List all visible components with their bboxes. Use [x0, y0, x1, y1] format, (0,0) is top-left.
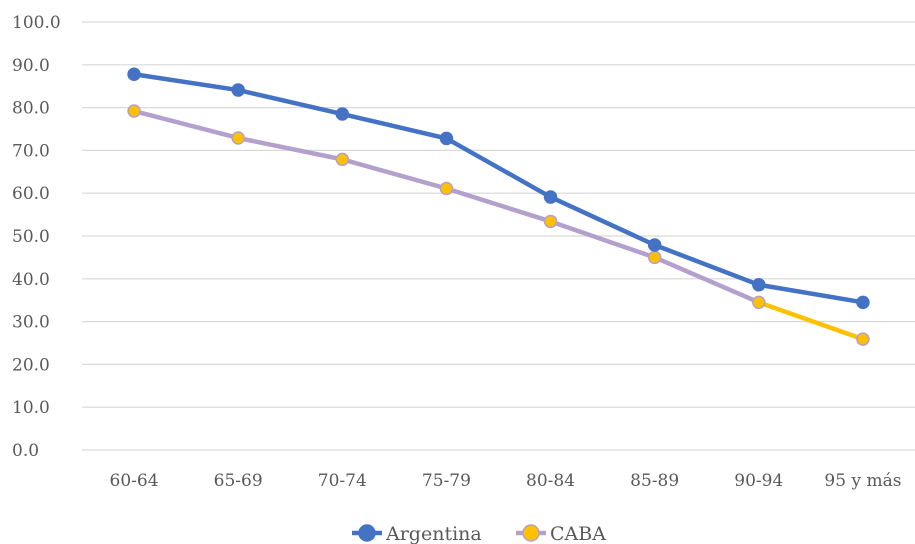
point-argentina — [127, 67, 141, 81]
x-tick-label: 90-94 — [734, 471, 783, 491]
x-tick-label: 80-84 — [526, 471, 575, 491]
point-argentina — [439, 131, 454, 146]
legend-swatch-marker — [522, 524, 540, 542]
series-markers — [127, 67, 870, 346]
gridlines — [82, 21, 915, 451]
legend: Argentina CABA — [352, 523, 606, 544]
legend-item-argentina: Argentina — [352, 523, 482, 544]
y-tick-label: 80.0 — [12, 99, 50, 119]
y-tick-label: 30.0 — [12, 313, 50, 333]
point-caba — [856, 332, 870, 346]
point-caba — [647, 250, 662, 265]
x-tick-label: 75-79 — [422, 471, 471, 491]
y-tick-label: 50.0 — [12, 227, 50, 247]
legend-item-caba: CABA — [516, 523, 606, 544]
y-tick-label: 40.0 — [12, 270, 50, 290]
point-argentina — [335, 107, 350, 121]
point-caba — [231, 131, 245, 145]
series-line-segment-caba — [756, 300, 866, 342]
legend-swatch-marker — [358, 524, 376, 542]
y-tick-label: 90.0 — [12, 56, 50, 76]
point-argentina — [856, 295, 870, 310]
x-tick-label: 60-64 — [110, 471, 159, 491]
point-argentina — [231, 83, 245, 97]
x-tick-label: 65-69 — [214, 471, 263, 491]
x-tick-label: 85-89 — [630, 471, 679, 491]
x-axis-tick-labels: 60-64 65-69 70-74 75-79 80-84 85-89 90-94 95 y … — [110, 471, 902, 491]
y-tick-label: 0.0 — [12, 441, 39, 461]
y-tick-label: 60.0 — [12, 184, 50, 204]
point-caba — [335, 152, 350, 167]
legend-label: Argentina — [385, 523, 482, 544]
legend-label: CABA — [550, 523, 606, 544]
y-tick-label: 10.0 — [12, 398, 50, 418]
x-tick-label: 95 y más — [824, 471, 901, 491]
y-axis-tick-labels: 0.0 10.0 20.0 30.0 40.0 50.0 60.0 70.0 80.0 90.0 1… — [12, 13, 61, 461]
point-caba — [127, 104, 141, 118]
x-tick-label: 70-74 — [318, 471, 367, 491]
point-argentina — [752, 278, 766, 292]
y-tick-label: 100.0 — [12, 13, 61, 33]
y-tick-label: 20.0 — [12, 355, 50, 375]
point-argentina — [543, 190, 558, 204]
point-caba — [439, 181, 454, 196]
y-tick-label: 70.0 — [12, 141, 50, 161]
point-caba — [752, 295, 766, 310]
point-caba — [543, 214, 558, 229]
point-argentina — [647, 238, 662, 252]
series-line-argentina — [133, 71, 864, 305]
